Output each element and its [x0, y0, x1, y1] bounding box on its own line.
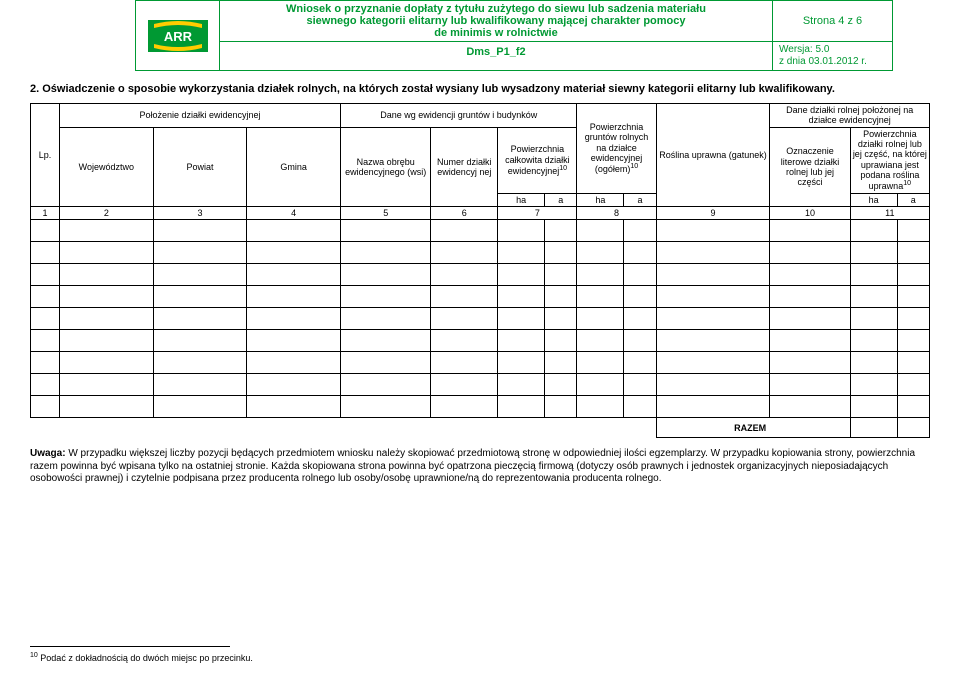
unit-a: a [545, 193, 577, 206]
page-number: Strona 4 z 6 [772, 1, 892, 41]
total-ha [850, 418, 897, 438]
note-paragraph: Uwaga: W przypadku większej liczby pozyc… [30, 448, 930, 486]
footnote: 10 Podać z dokładnością do dwóch miejsc … [30, 652, 253, 663]
parcels-table: Lp. Położenie działki ewidencyjnej Dane … [30, 103, 930, 438]
table-row [31, 242, 930, 264]
col-voivodeship: Województwo [59, 127, 153, 206]
colnum: 9 [656, 207, 770, 220]
version-info: Wersja: 5.0 z dnia 03.01.2012 r. [772, 42, 892, 70]
col-parcel-num: Numer działki ewidencyj nej [431, 127, 498, 206]
statement-heading: 2. Oświadczenie o sposobie wykorzystania… [30, 83, 930, 95]
colnum: 5 [341, 207, 431, 220]
col-letter-mark: Oznaczenie literowe działki rolnej lub j… [770, 127, 850, 206]
table-row [31, 220, 930, 242]
col-lp: Lp. [31, 104, 60, 207]
col-precinct: Nazwa obrębu ewidencyjnego (wsi) [341, 127, 431, 206]
arr-logo: ARR [148, 20, 208, 52]
form-title: Wniosek o przyznanie dopłaty z tytułu zu… [220, 1, 772, 41]
unit-ha: ha [850, 193, 897, 206]
colnum: 10 [770, 207, 850, 220]
colnum: 2 [59, 207, 153, 220]
colnum: 4 [247, 207, 341, 220]
unit-a: a [624, 193, 656, 206]
col-county: Powiat [153, 127, 247, 206]
table-row [31, 374, 930, 396]
col-commune: Gmina [247, 127, 341, 206]
table-row [31, 330, 930, 352]
col-location: Położenie działki ewidencyjnej [59, 104, 340, 128]
svg-text:ARR: ARR [163, 29, 192, 44]
unit-a: a [897, 193, 930, 206]
colnum: 8 [577, 207, 656, 220]
table-row [31, 396, 930, 418]
total-a [897, 418, 930, 438]
table-row [31, 264, 930, 286]
dms-code: Dms_P1_f2 [220, 42, 772, 70]
table-row [31, 286, 930, 308]
table-row [31, 308, 930, 330]
col-registry-data: Dane wg ewidencji gruntów i budynków [341, 104, 577, 128]
unit-ha: ha [498, 193, 545, 206]
colnum: 6 [431, 207, 498, 220]
col-crop: Roślina uprawna (gatunek) [656, 104, 770, 207]
total-label: RAZEM [656, 418, 850, 438]
col-total-area: Powierzchnia całkowita działki ewidencyj… [498, 127, 577, 193]
col-parcel-data: Dane działki rolnej położonej na działce… [770, 104, 930, 128]
colnum: 7 [498, 207, 577, 220]
logo-cell: ARR [136, 1, 220, 70]
table-row [31, 352, 930, 374]
footnote-divider [30, 646, 230, 647]
unit-ha: ha [577, 193, 624, 206]
colnum: 3 [153, 207, 247, 220]
colnum: 11 [850, 207, 929, 220]
document-header: ARR Wniosek o przyznanie dopłaty z tytuł… [135, 0, 893, 71]
col-area-agri: Powierzchnia gruntów rolnych na działce … [577, 104, 656, 194]
total-row: RAZEM [31, 418, 930, 438]
colnum: 1 [31, 207, 60, 220]
col-parcel-area: Powierzchnia działki rolnej lub jej częś… [850, 127, 929, 193]
